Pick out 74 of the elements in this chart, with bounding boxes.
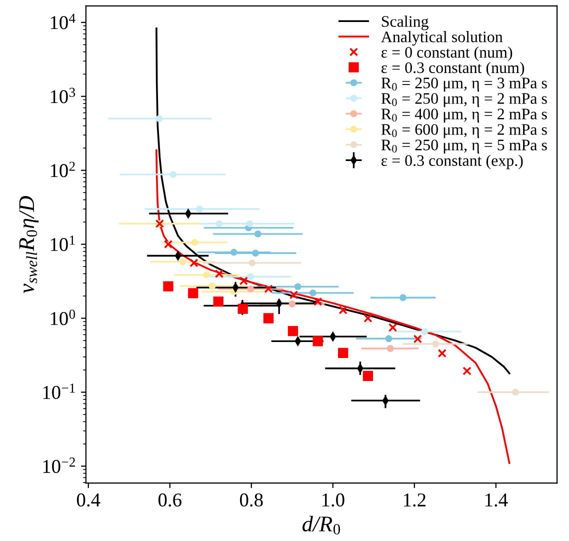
point [170, 170, 177, 178]
point [188, 288, 198, 298]
point [174, 251, 182, 260]
point [214, 269, 224, 278]
point [338, 348, 348, 358]
y-axis-title: v$_{swell}$R$_{0}$η/D [19, 196, 39, 294]
point [263, 313, 274, 324]
point [362, 370, 374, 381]
point [364, 314, 372, 323]
point [386, 345, 394, 352]
legend-label: R$_{0}$ = 400 μm, η = 2 mPa s [381, 108, 547, 123]
point [203, 271, 210, 278]
point [413, 334, 422, 344]
x-tick-label: 0.8 [240, 493, 263, 507]
point [309, 289, 316, 296]
point [247, 285, 254, 292]
point [156, 115, 163, 122]
point [288, 326, 298, 336]
legend-label: Scaling [382, 16, 428, 30]
point [462, 366, 472, 376]
point [196, 206, 204, 212]
legend-label: R$_{0}$ = 600 μm, η = 2 mPa s [381, 124, 547, 138]
point [238, 304, 248, 314]
y-tick-label: 10$^{1}$ [50, 236, 75, 252]
point [385, 335, 392, 342]
point [512, 388, 519, 396]
point [388, 323, 398, 332]
point [230, 248, 238, 256]
y-tick-label: 10$^{−2}$ [43, 458, 75, 474]
x-tick-label: 1.4 [485, 493, 508, 507]
legend-label: R$_{0}$ = 250 μm, η = 5 mPa s [381, 140, 547, 154]
point [190, 258, 198, 268]
legend-label: R$_{0}$ = 250 μm, η = 2 mPa s [381, 93, 547, 108]
y-tick-label: 10$^{3}$ [50, 88, 76, 104]
point [432, 340, 440, 348]
point [163, 281, 174, 292]
point [254, 230, 262, 238]
legend-label: ε = 0 constant (num) [381, 46, 512, 61]
point [400, 294, 406, 302]
legend-label: ε = 0.3 constant (exp.) [381, 154, 523, 170]
point [264, 284, 273, 294]
legend-label: ε = 0.3 constant (num) [381, 62, 524, 76]
point [191, 238, 198, 246]
point [338, 306, 348, 314]
legend-label: Analytical solution [381, 31, 503, 46]
point [438, 348, 446, 358]
point [421, 328, 428, 336]
x-tick-label: 0.4 [76, 493, 100, 507]
point [289, 290, 298, 300]
point [246, 220, 254, 228]
point [382, 396, 389, 406]
y-tick-label: 10$^{−1}$ [43, 384, 75, 400]
legend-label: R$_{0}$ = 250 μm, η = 3 mPa s [381, 78, 547, 92]
point [294, 283, 302, 290]
point [179, 258, 186, 266]
point [208, 282, 216, 290]
y-tick-label: 10$^{4}$ [50, 14, 76, 30]
point [216, 220, 223, 228]
y-tick-label: 10$^{2}$ [50, 162, 75, 178]
point [313, 297, 322, 306]
point [288, 300, 296, 308]
x-tick-label: 0.6 [158, 493, 182, 507]
point [247, 273, 254, 280]
x-axis-title: d/R$_{0}$ [302, 516, 340, 535]
point [252, 250, 259, 257]
point [312, 336, 323, 346]
point [239, 276, 248, 286]
point [232, 282, 239, 292]
x-tick-label: 1.0 [322, 493, 344, 507]
y-tick-label: 10$^{0}$ [50, 310, 76, 326]
x-tick-label: 1.2 [404, 493, 426, 507]
point [213, 296, 224, 307]
point [248, 259, 256, 266]
point [164, 240, 173, 249]
